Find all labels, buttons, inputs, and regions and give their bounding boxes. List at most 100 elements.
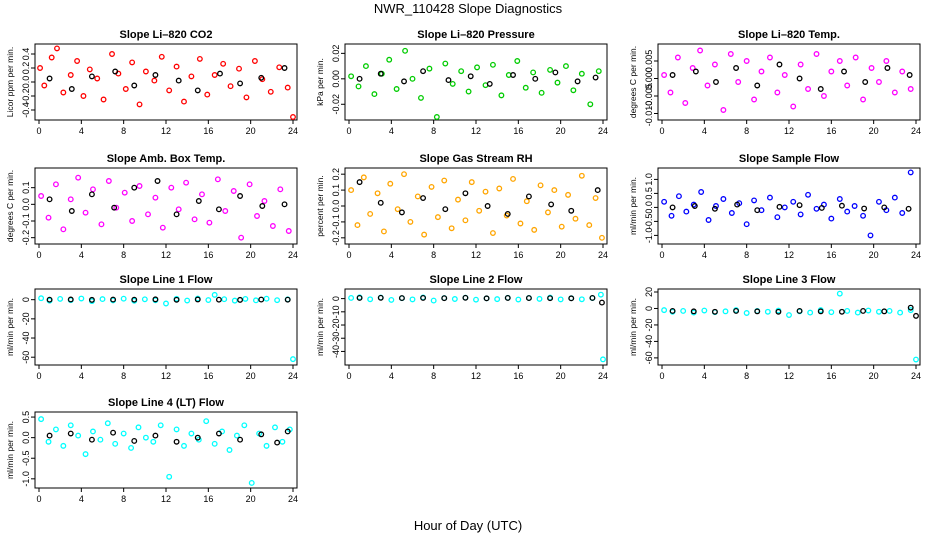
y-tick-label: -20 bbox=[644, 318, 654, 331]
data-point bbox=[151, 77, 158, 84]
data-point-black bbox=[356, 294, 363, 301]
x-tick-label: 24 bbox=[598, 126, 608, 136]
data-point bbox=[451, 296, 458, 302]
data-point bbox=[844, 82, 851, 89]
y-tick-label: -0.4 bbox=[21, 102, 31, 118]
y-tick-label: 0.02 bbox=[331, 45, 341, 63]
data-point bbox=[78, 295, 85, 302]
x-tick-label: 20 bbox=[869, 250, 879, 260]
data-point-black bbox=[420, 294, 427, 301]
x-tick-label: 12 bbox=[161, 371, 171, 381]
data-point-black bbox=[68, 208, 75, 214]
panel-9: Slope Line 3 Flow 0 4 8 12 16 20 24 -60 -40 -20 0 20… bbox=[628, 274, 921, 381]
data-point-black bbox=[281, 65, 288, 71]
data-point-black bbox=[589, 294, 596, 301]
x-tick-label: 0 bbox=[346, 371, 351, 381]
x-tick-label: 20 bbox=[246, 371, 256, 381]
data-point bbox=[236, 65, 242, 72]
data-point bbox=[891, 89, 898, 96]
data-point bbox=[727, 51, 734, 57]
data-point bbox=[94, 75, 101, 82]
data-point-black bbox=[356, 75, 363, 82]
data-point-black bbox=[818, 205, 825, 211]
y-tick-label: 0.005 bbox=[644, 50, 654, 73]
data-point bbox=[211, 440, 218, 447]
data-point-black bbox=[377, 70, 384, 77]
data-point-black bbox=[817, 86, 824, 92]
data-point bbox=[683, 208, 690, 215]
data-point bbox=[285, 228, 292, 234]
data-point bbox=[705, 217, 712, 223]
data-point bbox=[661, 307, 668, 314]
data-point bbox=[122, 86, 129, 92]
data-point bbox=[163, 300, 169, 307]
data-point bbox=[851, 203, 858, 209]
data-point-black bbox=[442, 206, 449, 213]
y-tick-label: 0.0 bbox=[21, 431, 31, 444]
data-point bbox=[907, 169, 914, 176]
data-point bbox=[565, 191, 572, 198]
data-point-black bbox=[175, 77, 182, 84]
data-point bbox=[545, 209, 551, 216]
y-tick-label: 0.1 bbox=[331, 184, 341, 197]
y-tick-label: -30 bbox=[331, 332, 341, 345]
data-point bbox=[141, 296, 148, 303]
data-point bbox=[276, 64, 283, 71]
data-point bbox=[682, 100, 689, 106]
data-point bbox=[97, 436, 104, 443]
panel-title: Slope Line 3 Flow bbox=[743, 274, 836, 286]
data-point bbox=[386, 56, 393, 63]
data-point-black bbox=[67, 296, 74, 303]
data-point bbox=[674, 54, 681, 61]
panel-title: Slope Li–820 CO2 bbox=[120, 29, 213, 41]
data-point-black bbox=[131, 184, 138, 191]
data-point bbox=[786, 312, 792, 319]
data-point bbox=[468, 179, 475, 186]
data-point bbox=[67, 422, 74, 429]
x-tick-label: 16 bbox=[203, 126, 213, 136]
y-tick-label: -1.0 bbox=[21, 471, 31, 487]
data-point bbox=[267, 88, 274, 95]
data-point-black bbox=[906, 72, 913, 78]
data-point bbox=[907, 86, 914, 92]
data-point bbox=[166, 87, 173, 94]
data-point-black bbox=[862, 79, 869, 85]
data-point bbox=[128, 444, 135, 451]
data-point bbox=[159, 224, 166, 231]
data-point-black bbox=[217, 70, 223, 77]
data-point-black bbox=[838, 202, 845, 209]
data-point bbox=[865, 307, 872, 314]
panel-title: Slope Li–820 Temp. bbox=[738, 29, 840, 41]
data-point bbox=[828, 309, 835, 316]
data-point bbox=[907, 307, 914, 314]
plot-frame bbox=[344, 288, 608, 366]
y-tick-label: -0.2 bbox=[331, 230, 341, 246]
data-point-black bbox=[861, 205, 868, 212]
data-point bbox=[52, 181, 59, 188]
data-point-black bbox=[46, 75, 53, 82]
data-point bbox=[458, 68, 465, 75]
y-tick-label: 0.0 bbox=[331, 200, 341, 213]
data-point bbox=[261, 198, 268, 204]
data-point bbox=[530, 69, 537, 76]
data-point bbox=[348, 73, 355, 80]
data-point bbox=[374, 190, 381, 197]
data-point bbox=[48, 54, 55, 61]
plot-frame bbox=[344, 167, 608, 245]
plot-frame bbox=[657, 288, 921, 366]
data-point bbox=[421, 231, 428, 238]
x-tick-label: 4 bbox=[79, 371, 84, 381]
data-point bbox=[711, 61, 718, 68]
x-tick-label: 20 bbox=[246, 494, 256, 504]
data-point bbox=[203, 418, 210, 425]
data-point bbox=[698, 189, 705, 195]
data-point-black bbox=[467, 73, 474, 80]
data-point-black bbox=[46, 296, 53, 303]
x-tick-label: 8 bbox=[121, 371, 126, 381]
data-point bbox=[441, 177, 448, 184]
panel-title: Slope Gas Stream RH bbox=[419, 153, 532, 165]
data-point bbox=[290, 114, 296, 120]
data-point-black bbox=[734, 201, 741, 208]
data-point bbox=[797, 61, 804, 68]
x-tick-label: 16 bbox=[513, 371, 523, 381]
